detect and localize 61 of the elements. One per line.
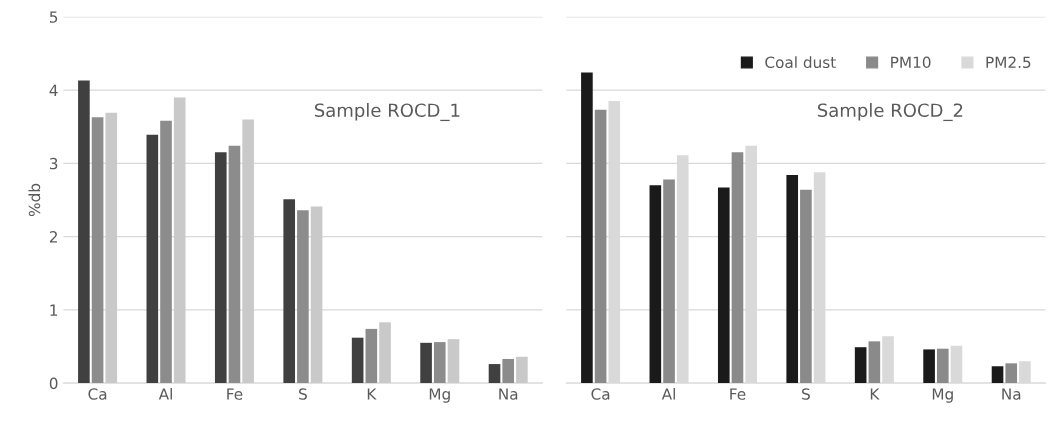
bar — [936, 348, 949, 384]
bar — [351, 337, 364, 384]
bar — [502, 358, 515, 384]
bar — [105, 112, 118, 384]
legend-label: PM10 — [891, 56, 931, 69]
bar — [868, 341, 881, 384]
x-tick-label: Ca — [88, 388, 107, 400]
bar — [146, 134, 159, 384]
bar — [1005, 363, 1018, 384]
bar — [447, 339, 460, 384]
bar — [78, 80, 90, 384]
x-tick-label: Al — [661, 387, 675, 400]
bar — [594, 109, 607, 384]
bar — [731, 152, 744, 384]
x-tick-label: Fe — [730, 388, 746, 400]
bar — [854, 347, 867, 384]
bar — [488, 364, 501, 384]
bar — [379, 322, 391, 384]
y-tick-label: 0 — [49, 377, 58, 390]
bar — [433, 342, 446, 384]
bar — [717, 187, 730, 384]
x-tick-label: Mg — [932, 388, 953, 403]
x-tick-label: S — [802, 388, 810, 400]
bar — [214, 152, 227, 384]
bar — [297, 210, 309, 384]
bar — [786, 175, 799, 384]
bar — [173, 97, 186, 384]
annotation: Sample ROCD_1 — [314, 103, 460, 122]
x-tick-label: Al — [158, 387, 172, 400]
y-tick-label: 2 — [49, 231, 57, 243]
x-tick-label: Ca — [591, 388, 610, 400]
bar — [663, 179, 675, 384]
y-axis-title: %db — [28, 183, 41, 217]
y-tick-label: 5 — [49, 11, 58, 23]
legend-label: Coal dust — [765, 56, 836, 69]
x-tick-label: K — [367, 388, 377, 400]
bar — [160, 120, 172, 384]
bar — [420, 342, 432, 384]
legend-label: PM2.5 — [986, 56, 1031, 69]
bar — [923, 349, 935, 384]
bar — [800, 189, 812, 384]
y-tick-label: 4 — [49, 84, 58, 96]
bar — [228, 145, 241, 384]
bar — [649, 185, 662, 384]
y-tick-label: 1 — [50, 304, 58, 316]
bar — [365, 328, 378, 384]
bar — [581, 72, 593, 384]
x-tick-label: Mg — [429, 388, 450, 403]
x-tick-label: K — [870, 388, 880, 400]
x-tick-label: Na — [1002, 388, 1021, 400]
x-tick-label: Na — [499, 388, 518, 400]
bar — [310, 206, 323, 384]
bar — [91, 117, 104, 384]
bar — [516, 356, 528, 384]
x-tick-label: S — [299, 388, 307, 400]
bar — [283, 199, 296, 384]
y-tick-label: 3 — [49, 157, 58, 170]
bar — [242, 119, 254, 384]
annotation: Sample ROCD_2 — [817, 103, 963, 122]
bar — [991, 366, 1004, 384]
x-tick-label: Fe — [227, 388, 243, 400]
